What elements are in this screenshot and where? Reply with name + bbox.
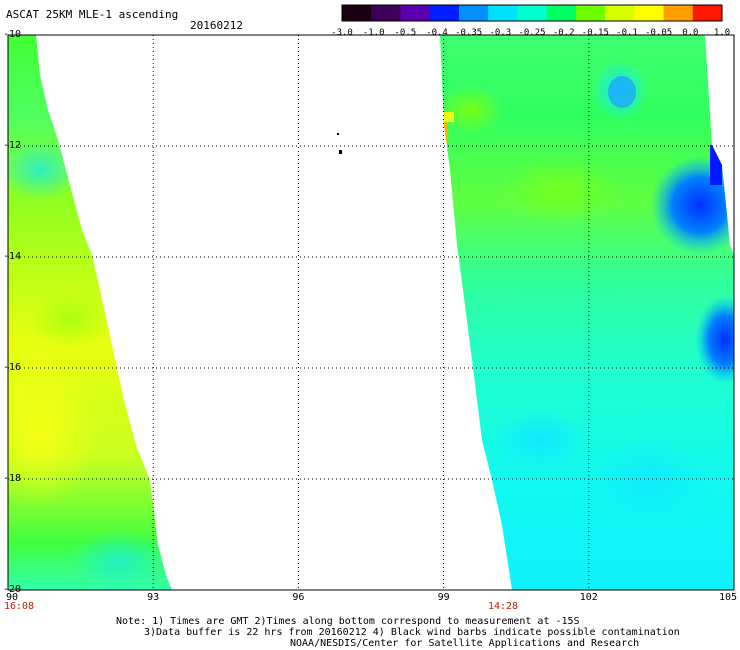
colorbar-swatch (634, 5, 665, 21)
map-frame (7, 34, 735, 591)
lon-label: 105 (718, 592, 738, 603)
pass-time-left: 16:08 (3, 601, 35, 612)
swath-right (440, 35, 734, 590)
note-line-2: 3)Data buffer is 22 hrs from 20160212 4)… (144, 627, 680, 638)
land-speck (337, 133, 342, 154)
lat-label: -14 (3, 251, 22, 262)
colorbar-label: -0.35 (455, 28, 483, 38)
pass-time-right: 14:28 (487, 601, 519, 612)
note-line-1: Note: 1) Times are GMT 2)Times along bot… (116, 616, 580, 627)
colorbar-border (341, 4, 723, 22)
colorbar-label: -0.1 (616, 28, 638, 38)
lon-label: 102 (579, 592, 598, 603)
colorbar-label: 1.0 (713, 28, 731, 38)
colorbar-swatch (692, 5, 723, 21)
colorbar-label: -0.4 (426, 28, 448, 38)
lat-label: -10 (3, 29, 22, 40)
lon-label: 96 (292, 592, 305, 603)
colorbar-swatch (371, 5, 401, 21)
colorbar-swatch (400, 5, 431, 21)
map-date: 20160212 (190, 19, 243, 32)
colorbar-label: -0.25 (518, 28, 546, 38)
colorbar-label: -0.5 (394, 28, 417, 38)
lat-label: -12 (3, 140, 22, 151)
colorbar-label: -1.0 (362, 28, 385, 38)
lon-label: 93 (147, 592, 160, 603)
lon-label: 90 (5, 592, 19, 603)
colorbar-swatch (342, 5, 372, 21)
colorbar-label: 0.0 (682, 28, 699, 38)
lon-label: 99 (437, 592, 450, 603)
colorbar-swatch (488, 5, 518, 21)
map-title: ASCAT 25KM MLE-1 ascending (6, 8, 179, 21)
colorbar (341, 4, 723, 22)
colorbar-swatch (458, 5, 489, 21)
lat-label: -18 (3, 473, 22, 484)
colorbar-label: -3.0 (331, 28, 353, 38)
colorbar-swatch (663, 5, 694, 21)
colorbar-label: -0.2 (552, 28, 575, 38)
colorbar-label: -0.15 (581, 28, 609, 38)
colorbar-label: -0.3 (489, 28, 512, 38)
lat-label: -16 (3, 362, 22, 373)
colorbar-swatch (546, 5, 577, 21)
colorbar-swatch (605, 5, 635, 21)
swath-left (8, 35, 172, 590)
colorbar-swatch (575, 5, 606, 21)
note-line-3: NOAA/NESDIS/Center for Satellite Applica… (290, 638, 640, 649)
map-grid (8, 35, 734, 590)
colorbar-swatch (517, 5, 548, 21)
colorbar-swatch (429, 5, 460, 21)
lat-label: -20 (3, 584, 22, 595)
colorbar-label: -0.05 (645, 28, 673, 38)
